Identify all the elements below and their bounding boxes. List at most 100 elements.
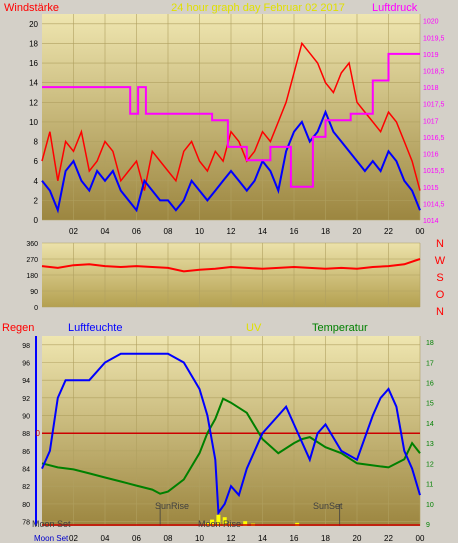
pressure-y-tick: 1016 <box>423 152 439 159</box>
temperature-y-tick: 12 <box>426 461 434 468</box>
chart-title: 24 hour graph day Februar 02 2017 <box>171 2 345 14</box>
pressure-y-tick: 1018 <box>423 85 439 92</box>
temperature-y-tick: 18 <box>426 340 434 347</box>
pressure-line <box>42 52 420 188</box>
wind-y-tick: 10 <box>29 118 38 127</box>
direction-y-tick: 90 <box>30 289 38 296</box>
humidity-x-tick: 00 <box>416 534 425 543</box>
humidity-x-tick: 10 <box>195 534 204 543</box>
humidity-line <box>41 352 421 516</box>
wind-x-tick: 06 <box>132 227 141 236</box>
humidity-x-tick: 04 <box>101 534 110 543</box>
pressure-y-tick: 1015,5 <box>423 168 445 175</box>
pressure-y-ticks: 1014 1014,5 1015 1015,5 1016 1016,5 1017 1017,5… <box>423 19 445 225</box>
wind-gust-line <box>41 41 421 191</box>
compass-label: W <box>435 255 446 267</box>
humidity-y-tick: 80 <box>22 502 30 509</box>
temperature-y-tick: 11 <box>426 482 433 489</box>
wind-x-tick: 14 <box>258 227 267 236</box>
moon-set-label-bottom: Moon Set <box>34 534 69 543</box>
wind-y-tick: 18 <box>29 39 38 48</box>
wind-y-tick: 14 <box>29 79 38 88</box>
wind-average-line <box>41 109 421 214</box>
wind-axis-label: Windstärke <box>4 2 59 14</box>
wind-x-ticks: 02 04 06 08 10 12 14 16 18 20 22 00 <box>69 227 425 236</box>
compass-label: N <box>436 306 444 318</box>
pressure-y-tick: 1017 <box>423 118 439 125</box>
rain-axis-label: Regen <box>2 322 34 334</box>
direction-y-tick: 360 <box>26 241 38 248</box>
humidity-y-tick: 94 <box>22 378 30 385</box>
humidity-series <box>41 352 421 526</box>
wind-y-tick: 20 <box>29 20 38 29</box>
compass-label: N <box>436 238 444 250</box>
humidity-x-tick: 08 <box>164 534 173 543</box>
humidity-y-tick: 78 <box>22 520 30 527</box>
sun-rise-label: SunRise <box>155 501 189 511</box>
pressure-y-tick: 1014,5 <box>423 201 445 208</box>
temperature-y-tick: 9 <box>426 522 430 529</box>
temperature-y-tick: 17 <box>426 360 434 367</box>
wind-x-tick: 08 <box>164 227 173 236</box>
wind-y-tick: 12 <box>29 98 38 107</box>
humidity-y-tick: 82 <box>22 484 30 491</box>
wind-y-tick: 16 <box>29 59 38 68</box>
humidity-x-tick: 22 <box>384 534 393 543</box>
pressure-y-tick: 1014 <box>423 218 439 225</box>
wind-y-tick: 0 <box>34 216 39 225</box>
temperature-y-tick: 13 <box>426 441 434 448</box>
temperature-y-tick: 16 <box>426 380 434 387</box>
pressure-y-tick: 1019,5 <box>423 35 445 42</box>
pressure-y-tick: 1016,5 <box>423 135 445 142</box>
direction-grid <box>42 242 421 308</box>
direction-y-tick: 270 <box>26 257 38 264</box>
wind-series <box>41 41 421 214</box>
humidity-x-tick: 20 <box>353 534 362 543</box>
wind-x-tick: 18 <box>321 227 330 236</box>
humidity-y-tick: 84 <box>22 467 30 474</box>
uv-bar <box>243 521 248 526</box>
temperature-y-tick: 10 <box>426 502 434 509</box>
temperature-axis-label: Temperatur <box>312 322 368 334</box>
pressure-axis-label: Luftdruck <box>372 2 418 14</box>
wind-y-tick: 4 <box>34 177 39 186</box>
humidity-x-ticks: 02 04 06 08 10 12 14 16 18 20 22 00 <box>69 534 425 543</box>
direction-series <box>41 258 421 273</box>
direction-y-tick: 0 <box>34 305 38 312</box>
uv-axis-label: UV <box>246 322 262 334</box>
sun-set-label: SunSet <box>313 501 343 511</box>
wind-x-tick: 22 <box>384 227 393 236</box>
wind-y-ticks: 0 2 4 6 8 10 12 14 16 18 20 <box>29 20 38 225</box>
humidity-y-tick: 92 <box>22 396 30 403</box>
rain-zero-tick: 0 <box>36 429 41 438</box>
humidity-y-tick: 96 <box>22 361 30 368</box>
uv-bar <box>216 514 221 526</box>
humidity-x-tick: 06 <box>132 534 141 543</box>
wind-x-tick: 04 <box>101 227 110 236</box>
humidity-y-tick: 88 <box>22 431 30 438</box>
humidity-axis-label: Luftfeuchte <box>68 322 122 334</box>
humidity-y-tick: 90 <box>22 414 30 421</box>
pressure-y-tick: 1015 <box>423 185 439 192</box>
direction-y-tick: 180 <box>26 273 38 280</box>
temperature-y-tick: 14 <box>426 421 434 428</box>
pressure-y-tick: 1019 <box>423 52 439 59</box>
humidity-x-tick: 12 <box>227 534 236 543</box>
temperature-y-ticks: 9 10 11 12 13 14 15 16 17 18 <box>426 340 434 529</box>
wind-direction-line <box>41 258 421 273</box>
wind-x-tick: 00 <box>416 227 425 236</box>
humidity-x-tick: 18 <box>321 534 330 543</box>
wind-x-tick: 20 <box>353 227 362 236</box>
humidity-y-tick: 98 <box>22 343 30 350</box>
humidity-y-tick: 86 <box>22 449 30 456</box>
wind-y-tick: 2 <box>34 196 39 205</box>
wind-x-tick: 10 <box>195 227 204 236</box>
pressure-y-tick: 1017,5 <box>423 102 445 109</box>
wind-x-tick: 12 <box>227 227 236 236</box>
humidity-y-ticks: 78 80 82 84 86 88 90 92 94 96 98 <box>22 343 30 527</box>
wind-x-tick: 16 <box>290 227 299 236</box>
uv-bar <box>210 519 215 526</box>
wind-y-tick: 8 <box>34 138 39 147</box>
